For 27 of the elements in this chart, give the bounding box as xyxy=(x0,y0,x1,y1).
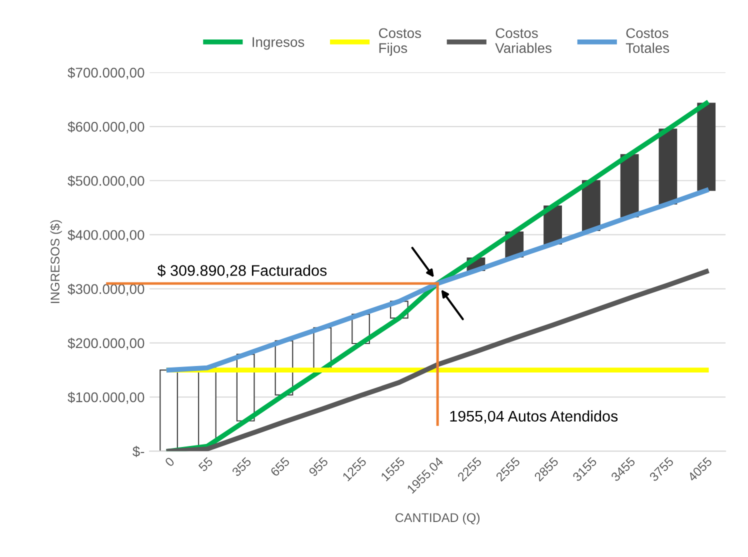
x-tick-label: 55 xyxy=(198,456,214,472)
bar xyxy=(160,369,178,452)
bar xyxy=(658,128,678,204)
x-axis-title: CANTIDAD (Q) xyxy=(396,512,480,525)
x-tick-label: 0 xyxy=(164,456,175,468)
x-tick-label: 655 xyxy=(270,456,290,477)
ref-line-label: 1955,04 Autos Atendidos xyxy=(450,410,618,424)
y-tick-label: $- xyxy=(132,446,144,458)
legend-label: Costos Variables xyxy=(495,28,552,53)
y-tick-label: $400.000,00 xyxy=(68,229,144,242)
bar xyxy=(620,154,639,218)
y-tick-label: $300.000,00 xyxy=(68,284,144,296)
line-series xyxy=(166,100,709,452)
legend-label: Costos Fijos xyxy=(378,28,421,56)
y-tick-label: $500.000,00 xyxy=(68,175,144,188)
y-tick-label: $700.000,00 xyxy=(68,67,144,80)
y-tick-label: $600.000,00 xyxy=(68,121,144,134)
legend-label: Costos Totales xyxy=(626,28,670,53)
y-axis-title: INGRESOS ($) xyxy=(50,220,62,304)
ref-line-label: $ 309.890,28 Facturados xyxy=(157,264,327,278)
bar xyxy=(697,102,716,191)
x-tick-label: 355 xyxy=(231,456,252,477)
line-series xyxy=(166,188,709,372)
legend-label: Ingresos xyxy=(252,37,304,50)
y-tick-label: $200.000,00 xyxy=(68,338,144,350)
y-tick-label: $100.000,00 xyxy=(68,392,144,404)
x-tick-label: 955 xyxy=(308,456,329,477)
